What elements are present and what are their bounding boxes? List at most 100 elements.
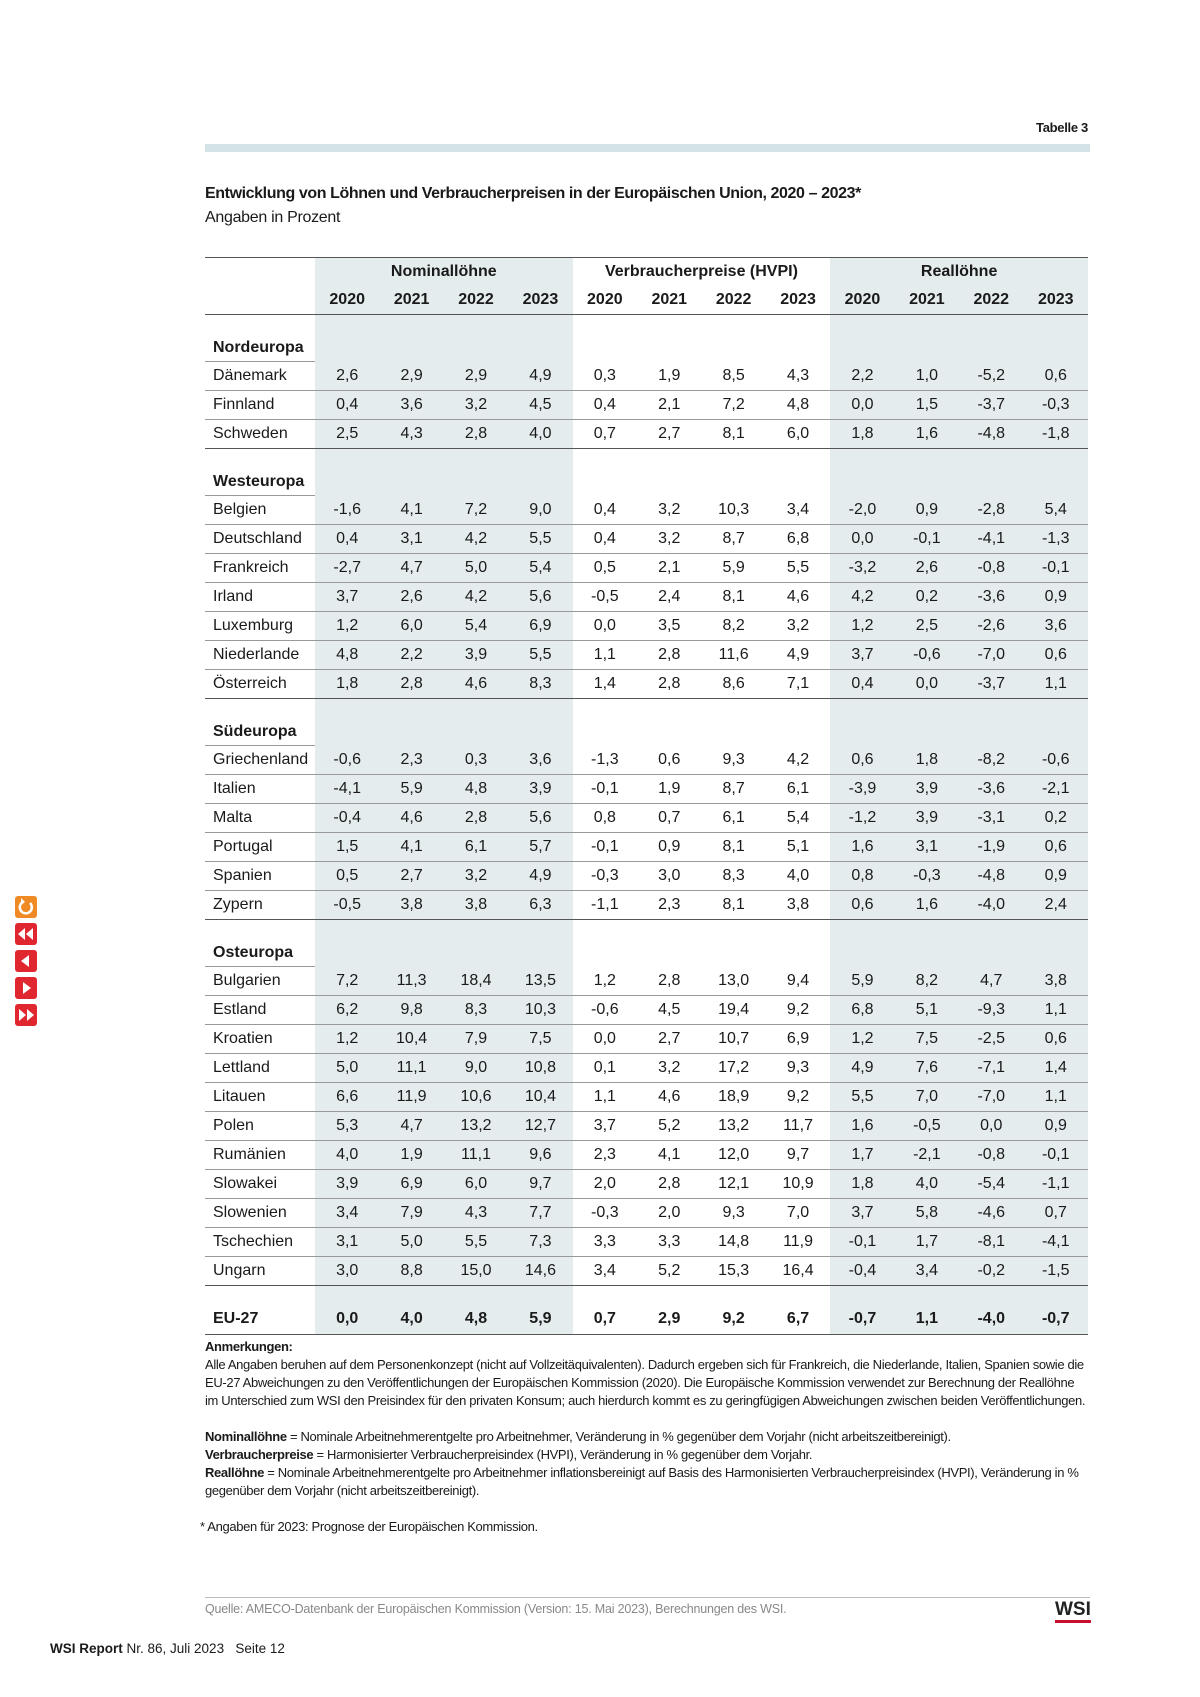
- value: -0,4: [315, 803, 380, 833]
- value: 5,5: [765, 553, 831, 583]
- country: Italien: [205, 774, 315, 804]
- year-label: 2020: [572, 286, 638, 315]
- value: 8,1: [701, 832, 766, 862]
- value: -0,7: [1023, 1285, 1088, 1335]
- value: 0,0: [572, 611, 638, 641]
- value: 11,1: [379, 1053, 444, 1083]
- value: 7,0: [894, 1082, 960, 1112]
- cell: [894, 448, 960, 496]
- value: 3,4: [315, 1198, 380, 1228]
- value: 11,1: [443, 1140, 509, 1170]
- value: -4,0: [959, 890, 1024, 920]
- section-name: Osteuropa: [205, 919, 315, 967]
- value: -2,1: [1023, 774, 1088, 804]
- value: -2,0: [830, 495, 895, 525]
- year-label: 2021: [637, 286, 702, 315]
- table-row: Tschechien 3,1 5,0 5,5 7,3 3,3 3,3 14,8 11,9 -0,1…: [205, 1227, 1088, 1257]
- cell: [315, 919, 380, 967]
- cell: [315, 314, 380, 362]
- value: 3,9: [894, 774, 960, 804]
- cell: [959, 314, 1024, 362]
- section-row: Westeuropa: [205, 448, 1088, 496]
- value: 5,5: [443, 1227, 509, 1257]
- value: 3,9: [894, 803, 960, 833]
- value: 1,7: [830, 1140, 895, 1170]
- table-row: Polen 5,3 4,7 13,2 12,7 3,7 5,2 13,2 11,7 1,6 -0,5…: [205, 1111, 1088, 1141]
- table-row: Schweden 2,5 4,3 2,8 4,0 0,7 2,7 8,1 6,0 1,8 1,6 -4…: [205, 419, 1088, 449]
- value: 3,2: [637, 495, 702, 525]
- value: 3,8: [1023, 966, 1088, 996]
- table-row: Österreich 1,8 2,8 4,6 8,3 1,4 2,8 8,6 7,1 0,4 0,0…: [205, 669, 1088, 699]
- value: 5,3: [315, 1111, 380, 1141]
- value: 0,0: [572, 1024, 638, 1054]
- value: 2,3: [379, 745, 444, 775]
- year-label: 2021: [379, 286, 444, 315]
- footer-issue: Nr. 86, Juli 2023: [126, 1641, 225, 1656]
- value: -0,5: [315, 890, 380, 920]
- value: 4,7: [959, 966, 1024, 996]
- value: 3,6: [1023, 611, 1088, 641]
- value: 3,9: [508, 774, 573, 804]
- footnote: * Angaben für 2023: Prognose der Europäi…: [200, 1519, 538, 1534]
- value: 2,7: [637, 419, 702, 449]
- value: 12,7: [508, 1111, 573, 1141]
- value: 0,4: [315, 524, 380, 554]
- value: -5,2: [959, 361, 1024, 391]
- value: 7,3: [508, 1227, 573, 1257]
- value: 0,9: [637, 832, 702, 862]
- value: 4,8: [765, 390, 831, 420]
- value: 5,5: [830, 1082, 895, 1112]
- country: Litauen: [205, 1082, 315, 1112]
- value: 7,7: [508, 1198, 573, 1228]
- value: 13,2: [443, 1111, 509, 1141]
- value: 8,1: [701, 419, 766, 449]
- value: 10,4: [508, 1082, 573, 1112]
- value: 5,5: [508, 640, 573, 670]
- cell: [830, 314, 895, 362]
- value: 1,1: [894, 1285, 960, 1335]
- value: 0,6: [830, 745, 895, 775]
- value: 6,0: [443, 1169, 509, 1199]
- section-row: Südeuropa: [205, 698, 1088, 746]
- value: 3,7: [572, 1111, 638, 1141]
- year-label: 2020: [315, 286, 380, 315]
- country: Rumänien: [205, 1140, 315, 1170]
- value: 1,6: [894, 890, 960, 920]
- value: -0,6: [315, 745, 380, 775]
- value: 5,0: [379, 1227, 444, 1257]
- value: -0,3: [894, 861, 960, 891]
- section-name: Westeuropa: [205, 448, 315, 496]
- value: 2,8: [637, 966, 702, 996]
- logo: WSI: [1055, 1600, 1091, 1623]
- country: Deutschland: [205, 524, 315, 554]
- value: 6,1: [443, 832, 509, 862]
- value: 4,8: [315, 640, 380, 670]
- country: Tschechien: [205, 1227, 315, 1257]
- value: 7,5: [894, 1024, 960, 1054]
- footer-page: Seite 12: [235, 1641, 285, 1656]
- value: 2,8: [637, 669, 702, 699]
- cell: [701, 315, 765, 362]
- value: 4,6: [443, 669, 509, 699]
- country: Estland: [205, 995, 315, 1025]
- value: 0,0: [959, 1111, 1024, 1141]
- value: -1,8: [1023, 419, 1088, 449]
- table-row: Deutschland 0,4 3,1 4,2 5,5 0,4 3,2 8,7 6,8 0,0 -0…: [205, 524, 1088, 554]
- group-label: Reallöhne: [830, 257, 1088, 286]
- table-row: Finnland 0,4 3,6 3,2 4,5 0,4 2,1 7,2 4,8 0,0 1,5 -3…: [205, 390, 1088, 420]
- cell: [830, 448, 895, 496]
- value: 0,7: [1023, 1198, 1088, 1228]
- value: 2,6: [379, 582, 444, 612]
- value: -1,5: [1023, 1256, 1088, 1286]
- value: -3,9: [830, 774, 895, 804]
- value: 4,3: [443, 1198, 509, 1228]
- nav-reload[interactable]: [15, 896, 37, 918]
- value: 4,9: [508, 861, 573, 891]
- country: Lettland: [205, 1053, 315, 1083]
- value: 9,3: [701, 745, 766, 775]
- value: 3,0: [315, 1256, 380, 1286]
- value: 3,1: [379, 524, 444, 554]
- value: 11,7: [765, 1111, 831, 1141]
- value: 1,1: [1023, 669, 1088, 699]
- value: -1,2: [830, 803, 895, 833]
